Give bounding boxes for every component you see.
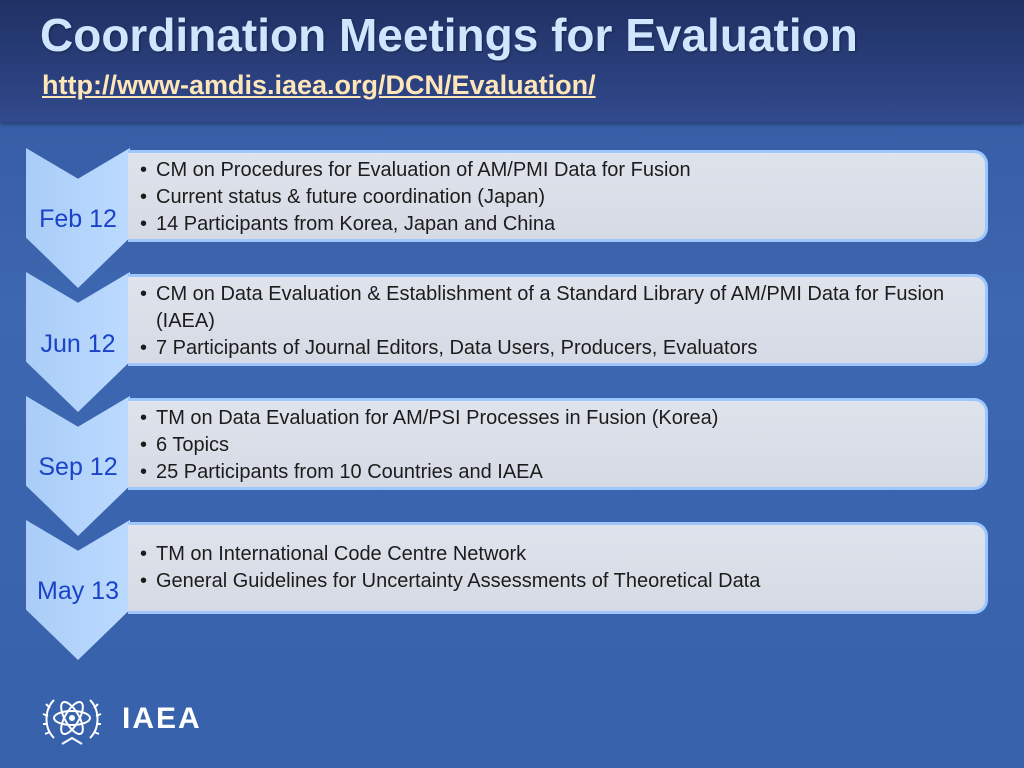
meeting-date: Feb 12 [39,205,117,233]
meeting-item: CM on Data Evaluation & Establishment of… [140,281,977,335]
meeting-date: May 13 [37,577,119,605]
meeting-item-list: TM on Data Evaluation for AM/PSI Process… [128,401,985,486]
meeting-item: TM on Data Evaluation for AM/PSI Process… [140,405,977,432]
slide-header: Coordination Meetings for Evaluation htt… [0,0,1024,122]
meeting-item: General Guidelines for Uncertainty Asses… [140,568,977,595]
evaluation-link[interactable]: http://www-amdis.iaea.org/DCN/Evaluation… [42,70,596,100]
meeting-item-list: CM on Data Evaluation & Establishment of… [128,277,985,362]
meeting-item: 14 Participants from Korea, Japan and Ch… [140,211,977,238]
meeting-item: CM on Procedures for Evaluation of AM/PM… [140,157,977,184]
meeting-item: Current status & future coordination (Ja… [140,184,977,211]
meeting-item-list: CM on Procedures for Evaluation of AM/PM… [128,153,985,238]
meeting-details-box: CM on Data Evaluation & Establishment of… [128,274,988,366]
slide-title: Coordination Meetings for Evaluation [40,9,858,61]
meeting-date: Jun 12 [40,330,116,358]
meeting-details-box: TM on International Code Centre Network … [128,522,988,614]
iaea-atom-wreath-icon [42,699,102,745]
meeting-item: 7 Participants of Journal Editors, Data … [140,335,977,362]
iaea-logo-text: IAEA [122,702,202,735]
meeting-item: 25 Participants from 10 Countries and IA… [140,459,977,486]
meeting-item: 6 Topics [140,432,977,459]
meeting-date: Sep 12 [38,453,118,481]
meeting-details-box: TM on Data Evaluation for AM/PSI Process… [128,398,988,490]
meeting-item-list: TM on International Code Centre Network … [128,525,985,595]
meeting-details-box: CM on Procedures for Evaluation of AM/PM… [128,150,988,242]
meeting-item: TM on International Code Centre Network [140,541,977,568]
